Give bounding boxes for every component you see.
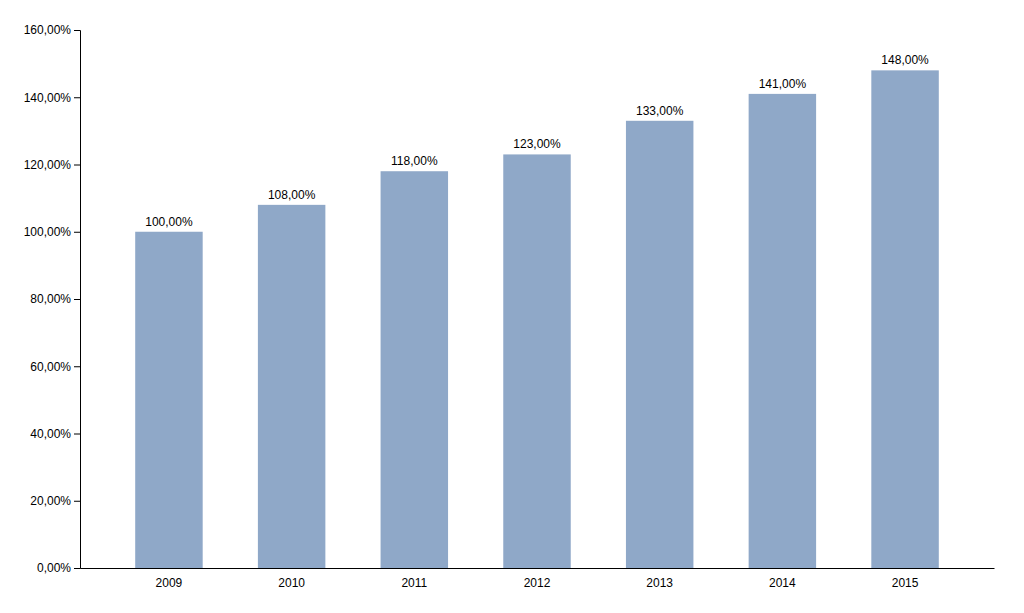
y-tick-label: 80,00%: [30, 292, 71, 306]
y-tick-label: 60,00%: [30, 360, 71, 374]
y-tick-label: 140,00%: [24, 91, 72, 105]
y-tick-mark: [74, 165, 80, 166]
bar: [258, 205, 325, 568]
plot: 0,00% 20,00% 40,00% 60,00% 80,00% 100,00% 120,…: [24, 23, 995, 589]
y-tick-mark: [74, 97, 80, 98]
x-tick-label: 2013: [646, 576, 673, 590]
x-tick: 2013: [646, 576, 673, 590]
x-tick: 2010: [278, 576, 305, 590]
data-label: 100,00%: [145, 215, 193, 229]
y-tick: 40,00%: [30, 427, 80, 441]
y-tick: 120,00%: [24, 158, 80, 172]
x-tick-label: 2011: [401, 576, 427, 590]
bar: [503, 154, 570, 568]
x-tick: 2011: [401, 576, 427, 590]
x-tick: 2014: [769, 576, 796, 590]
y-axis-line: [74, 31, 81, 569]
y-tick: 100,00%: [24, 225, 80, 239]
bar: [381, 171, 448, 568]
bars: [135, 70, 939, 568]
y-tick: 160,00%: [24, 23, 80, 37]
data-label: 141,00%: [759, 77, 807, 91]
x-axis-line: [81, 568, 995, 569]
y-tick-label: 0,00%: [37, 561, 71, 575]
x-tick-label: 2009: [156, 576, 183, 590]
bar: [135, 232, 202, 568]
y-tick: 140,00%: [24, 91, 80, 105]
x-tick-label: 2014: [769, 576, 796, 590]
data-label: 133,00%: [636, 104, 684, 118]
x-tick: 2012: [524, 576, 551, 590]
bar: [871, 70, 938, 568]
bar: [749, 94, 816, 568]
y-tick-mark: [74, 366, 80, 367]
y-tick-label: 120,00%: [24, 158, 72, 172]
data-label: 123,00%: [513, 137, 561, 151]
y-tick-mark: [74, 434, 80, 435]
data-label: 108,00%: [268, 188, 316, 202]
data-label: 148,00%: [881, 53, 929, 67]
y-tick-label: 160,00%: [24, 23, 72, 37]
y-tick-mark: [74, 30, 80, 31]
x-tick-label: 2010: [278, 576, 305, 590]
y-tick: 60,00%: [30, 360, 80, 374]
y-tick-mark: [74, 299, 80, 300]
x-tick-label: 2012: [524, 576, 551, 590]
y-tick: 0,00%: [37, 561, 80, 575]
x-tick: 2015: [892, 576, 919, 590]
y-tick: 20,00%: [30, 494, 80, 508]
y-tick-label: 100,00%: [24, 225, 72, 239]
bar: [626, 121, 693, 568]
y-tick-mark: [74, 501, 80, 502]
x-tick: 2009: [156, 576, 183, 590]
y-axis: 0,00% 20,00% 40,00% 60,00% 80,00% 100,00% 120,…: [24, 23, 81, 575]
chart: 0,00% 20,00% 40,00% 60,00% 80,00% 100,00% 120,…: [0, 0, 1024, 613]
y-tick-label: 40,00%: [30, 427, 71, 441]
y-tick-label: 20,00%: [30, 494, 71, 508]
x-axis: 2009 2010 2011 2012 2013 2014 2015: [81, 569, 995, 590]
y-tick-mark: [74, 232, 80, 233]
y-tick: 80,00%: [30, 292, 80, 306]
data-labels: 100,00% 108,00% 118,00% 123,00% 133,00% 141,0…: [145, 53, 929, 228]
y-tick-mark: [74, 568, 80, 569]
x-tick-label: 2015: [892, 576, 919, 590]
data-label: 118,00%: [391, 154, 438, 168]
